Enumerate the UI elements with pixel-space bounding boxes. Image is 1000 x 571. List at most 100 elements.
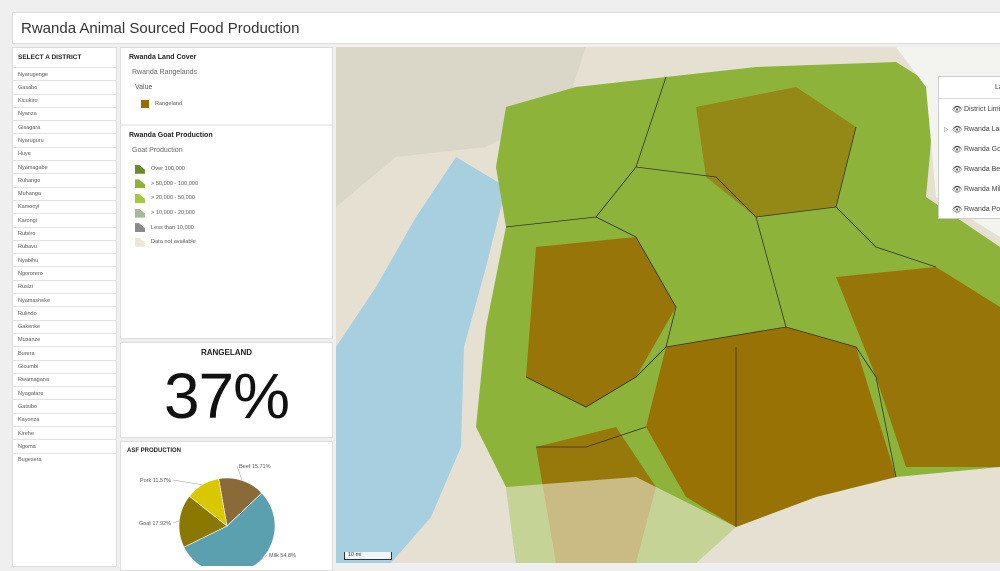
district-item[interactable]: Rusizi <box>13 279 116 293</box>
map-view[interactable]: 10 mi <box>336 47 1000 563</box>
eye-icon[interactable]: 👁 <box>952 184 963 194</box>
district-item[interactable]: Gisagara <box>13 120 116 133</box>
legend-label: > 20,000 - 50,000 <box>151 195 196 202</box>
leader-line <box>172 479 203 486</box>
eye-icon[interactable]: 👁 <box>952 124 963 134</box>
district-item[interactable]: Gakenke <box>13 319 116 333</box>
leader-line <box>172 520 180 524</box>
district-selector: SELECT A DISTRICT Nyarugenge Gasabo Kicuki… <box>12 47 117 567</box>
district-item[interactable]: Nyamasheke <box>13 293 116 306</box>
district-item[interactable]: Nyaruguru <box>13 133 116 146</box>
district-item[interactable]: Gatsibo <box>13 399 116 412</box>
app-title: Rwanda Animal Sourced Food Production <box>21 20 300 37</box>
district-item[interactable]: Bugesera <box>13 452 116 466</box>
legend-item: > 50,000 - 100,000 <box>135 177 324 192</box>
district-item[interactable]: Gicumbi <box>13 359 116 373</box>
rangeland-area <box>526 237 676 407</box>
district-item[interactable]: Muhanga <box>13 186 116 200</box>
district-item[interactable]: Rubavu <box>13 239 116 253</box>
eye-icon[interactable]: 👁 <box>952 204 963 214</box>
pie-label: Milk 54.8% <box>269 553 296 559</box>
swatch <box>135 193 145 203</box>
pie-label: Beef 15.71% <box>239 464 271 470</box>
layer-item[interactable]: 👁Rwanda Pork <box>939 199 1000 218</box>
terrain-north <box>336 47 586 207</box>
pie-chart: Beef 15.71% Milk 54.8% Goat 17.92% Pork 11.… <box>139 464 296 566</box>
legend-item: Data not available <box>135 235 324 250</box>
app-title-bar: Rwanda Animal Sourced Food Production <box>12 12 1000 44</box>
eye-icon[interactable]: 👁 <box>952 104 963 114</box>
district-item[interactable]: Musanze <box>13 332 116 346</box>
legend-item: Over 100,000 <box>135 162 324 177</box>
map-scale-bar: 10 mi <box>344 552 392 560</box>
district-boundaries <box>505 76 937 527</box>
layer-item[interactable]: 👁 District Limit <box>939 99 1000 119</box>
district-item[interactable]: Kicukiro <box>13 93 116 107</box>
district-item[interactable]: Nyarugenge <box>13 67 116 80</box>
layer-item[interactable]: ▷ 👁 Rwanda Lan <box>939 119 1000 139</box>
layer-item[interactable]: 👁Rwanda Goa <box>939 139 1000 159</box>
legend-layer-name: Rwanda Rangelands <box>132 69 197 76</box>
burundi-border-area <box>506 477 736 563</box>
layer-list-header: La <box>939 77 1000 99</box>
legend-label: Less than 10,000 <box>151 224 194 231</box>
legend-item: > 20,000 - 50,000 <box>135 191 324 206</box>
pie-label: Pork 11.57% <box>140 478 171 484</box>
district-item[interactable]: Ruhango <box>13 173 116 186</box>
legend-panel: Rwanda Land Cover Rwanda Rangelands Valu… <box>120 47 333 339</box>
district-item[interactable]: Nyagatare <box>13 386 116 399</box>
swatch <box>135 179 145 189</box>
legend-title: Rwanda Goat Production <box>129 132 213 139</box>
eye-icon[interactable]: 👁 <box>952 144 963 154</box>
district-item[interactable]: Nyabihu <box>13 253 116 266</box>
pie-slice-beef[interactable] <box>218 477 263 527</box>
pie-slice-pork[interactable] <box>188 478 228 527</box>
legend-title: Rwanda Land Cover <box>129 54 197 61</box>
legend-item: Less than 10,000 <box>135 220 324 235</box>
district-item[interactable]: Nyanza <box>13 106 116 120</box>
district-item[interactable]: Huye <box>13 146 116 160</box>
legend-label: Data not available <box>151 239 196 246</box>
district-item[interactable]: Rutsiro <box>13 226 116 240</box>
indicator-label: RANGELAND <box>200 348 253 357</box>
district-item[interactable]: Rulindo <box>13 306 116 319</box>
legend-item-rangeland: Rangeland <box>141 97 324 112</box>
district-item[interactable]: Kamonyi <box>13 199 116 213</box>
district-item[interactable]: Ngororero <box>13 266 116 279</box>
district-item[interactable]: Burera <box>13 346 116 359</box>
district-item[interactable]: Gasabo <box>13 80 116 93</box>
rangeland-area <box>836 267 1000 467</box>
legend-land-cover: Rwanda Land Cover Rwanda Rangelands Valu… <box>121 48 332 126</box>
swatch <box>135 164 145 174</box>
layer-label: Rwanda Pork <box>964 205 1000 213</box>
layer-item[interactable]: 👁Rwanda Milk <box>939 179 1000 199</box>
legend-field: Goat Production <box>132 147 183 154</box>
district-item[interactable]: Kayonza <box>13 412 116 426</box>
leader-line <box>236 465 243 481</box>
chart-title: ASF PRODUCTION <box>127 448 181 454</box>
district-item[interactable]: Rwamagana <box>13 372 116 386</box>
scale-label: 10 mi <box>348 552 362 558</box>
expand-icon[interactable]: ▷ <box>944 126 949 133</box>
swatch <box>135 223 145 233</box>
legend-item: > 10,000 - 20,000 <box>135 206 324 221</box>
legend-label: Rangeland <box>155 101 183 108</box>
rangeland-area <box>696 87 856 217</box>
district-item[interactable]: Ngoma <box>13 439 116 452</box>
district-item[interactable]: Karongi <box>13 213 116 226</box>
map-canvas <box>336 47 1000 563</box>
layer-label: Rwanda Lan <box>964 125 1000 133</box>
layer-item[interactable]: 👁Rwanda Bee <box>939 159 1000 179</box>
pie-slice-goat[interactable] <box>178 495 228 548</box>
indicator-value: 37% <box>163 360 290 432</box>
eye-icon[interactable]: 👁 <box>952 164 963 174</box>
swatch <box>141 100 149 109</box>
legend-label: > 50,000 - 100,000 <box>151 180 199 187</box>
district-item[interactable]: Nyamagabe <box>13 160 116 173</box>
layer-label: Rwanda Milk <box>964 185 1000 193</box>
layer-list-panel: La 👁District Limit▷👁Rwanda Lan👁Rwanda Go… <box>938 76 1000 219</box>
swatch <box>135 237 145 247</box>
district-item[interactable]: Kirehe <box>13 426 116 439</box>
legend-label: > 10,000 - 20,000 <box>151 210 196 217</box>
rangeland-indicator: RANGELAND 37% <box>120 342 333 438</box>
